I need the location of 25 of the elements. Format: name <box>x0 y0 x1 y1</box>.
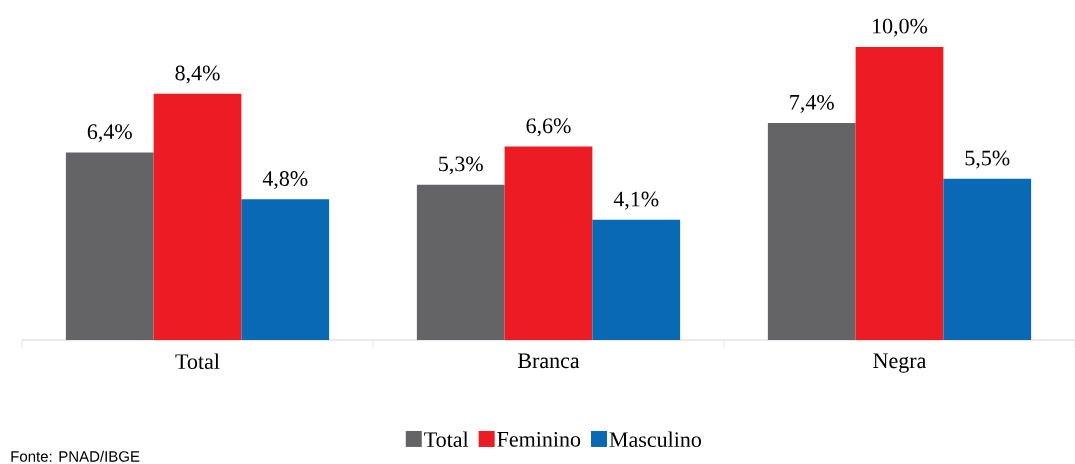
legend-label: Masculino <box>609 431 702 448</box>
bar <box>65 152 154 340</box>
data-label: 6,6% <box>526 118 571 137</box>
data-label: 5,3% <box>439 156 483 175</box>
bar <box>943 178 1032 340</box>
data-label: 6,4% <box>87 124 132 143</box>
x-tick-label: Total <box>175 353 220 369</box>
bar <box>592 219 681 340</box>
bar <box>504 146 593 340</box>
bar <box>153 93 242 340</box>
data-label: 7,4% <box>790 94 834 113</box>
bar <box>416 184 505 340</box>
data-label: 8,4% <box>175 65 220 84</box>
data-label: 4,8% <box>262 171 308 190</box>
data-label: 5,5% <box>965 150 1010 169</box>
bar <box>241 199 330 340</box>
x-tick-label: Branca <box>517 353 580 369</box>
bar <box>767 123 856 340</box>
x-tick-label: Negra <box>873 353 927 373</box>
data-label: 4,1% <box>613 191 659 210</box>
source-note: Fonte: PNAD/IBGE <box>11 450 140 462</box>
data-label: 10,0% <box>873 18 928 37</box>
legend-label: Feminino <box>497 431 581 447</box>
bar <box>855 46 944 340</box>
legend-label: Total <box>424 431 469 448</box>
